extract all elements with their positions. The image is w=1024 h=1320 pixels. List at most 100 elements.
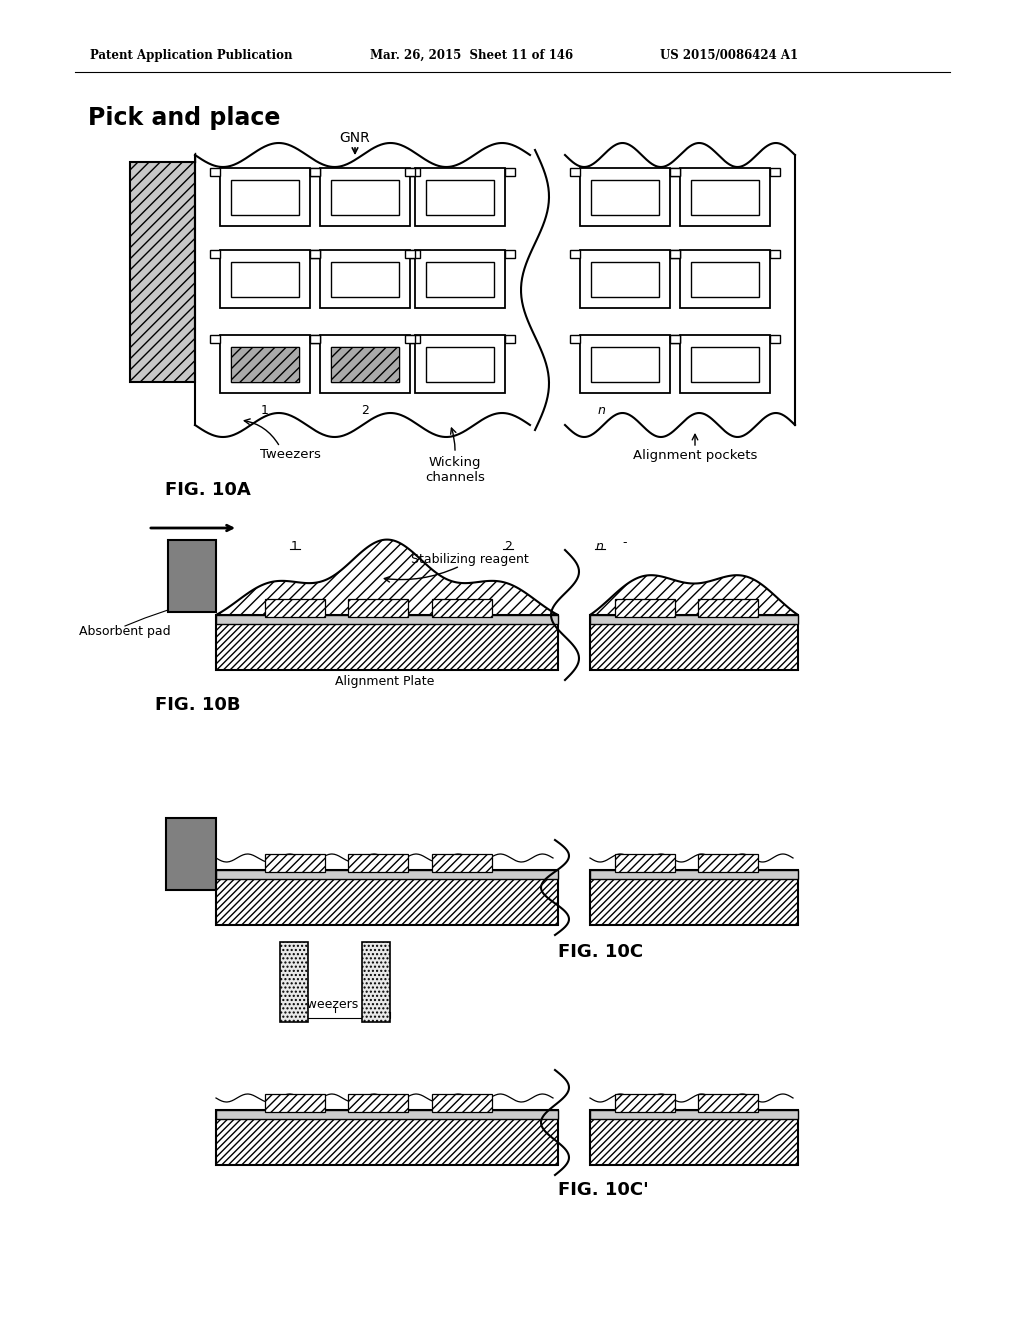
Bar <box>615 599 675 616</box>
Bar <box>670 168 680 176</box>
Text: GNR: GNR <box>340 131 371 145</box>
Bar <box>406 168 415 176</box>
Text: Wicking
channels: Wicking channels <box>425 455 485 484</box>
Bar <box>166 818 216 890</box>
Bar <box>580 249 670 308</box>
Bar <box>348 854 408 873</box>
Bar <box>231 261 299 297</box>
Bar <box>590 870 798 879</box>
Text: 1: 1 <box>261 404 269 417</box>
Text: FIG. 10A: FIG. 10A <box>165 480 251 499</box>
Text: Tweezers: Tweezers <box>259 449 321 462</box>
Bar <box>570 168 580 176</box>
Text: Alignment Plate: Alignment Plate <box>335 676 434 689</box>
Bar <box>670 168 680 176</box>
Bar <box>591 346 659 381</box>
Bar <box>216 1110 558 1166</box>
Text: FIG. 10C: FIG. 10C <box>558 942 643 961</box>
Bar <box>310 168 319 176</box>
Text: Absorbent pad: Absorbent pad <box>79 626 171 639</box>
Bar <box>415 249 505 308</box>
Bar <box>216 870 558 879</box>
Bar <box>310 335 319 343</box>
Bar <box>220 335 310 393</box>
Bar <box>432 854 492 873</box>
Bar <box>410 335 420 343</box>
Bar <box>216 1110 558 1119</box>
Bar <box>580 168 670 226</box>
Bar <box>130 162 195 381</box>
Bar <box>691 180 759 214</box>
Bar <box>280 942 308 1022</box>
Text: Mar. 26, 2015  Sheet 11 of 146: Mar. 26, 2015 Sheet 11 of 146 <box>370 49 573 62</box>
Bar <box>670 249 680 257</box>
Text: -: - <box>623 536 628 549</box>
Bar <box>426 346 494 381</box>
Text: FIG. 10B: FIG. 10B <box>155 696 241 714</box>
Bar <box>231 180 299 214</box>
Bar <box>615 854 675 873</box>
Bar <box>590 870 798 925</box>
Bar <box>580 335 670 393</box>
Bar <box>698 854 758 873</box>
Bar <box>319 168 410 226</box>
Bar <box>210 335 220 343</box>
Bar <box>348 1094 408 1111</box>
Bar <box>319 249 410 308</box>
Bar <box>426 261 494 297</box>
Bar <box>415 168 505 226</box>
Polygon shape <box>216 540 558 615</box>
Bar <box>362 942 390 1022</box>
Bar <box>231 346 299 381</box>
Bar <box>680 249 770 308</box>
Polygon shape <box>590 576 798 615</box>
Bar <box>231 346 299 381</box>
Bar <box>505 168 515 176</box>
Text: US 2015/0086424 A1: US 2015/0086424 A1 <box>660 49 798 62</box>
Bar <box>680 168 770 226</box>
Bar <box>216 615 558 671</box>
Bar <box>310 249 319 257</box>
Bar <box>670 335 680 343</box>
Text: 2: 2 <box>504 540 512 553</box>
Bar <box>670 335 680 343</box>
Text: 2: 2 <box>361 404 369 417</box>
Bar <box>615 1094 675 1111</box>
Bar <box>406 249 415 257</box>
Bar <box>570 249 580 257</box>
Bar <box>220 249 310 308</box>
Bar <box>590 615 798 671</box>
Bar <box>680 335 770 393</box>
Text: Patent Application Publication: Patent Application Publication <box>90 49 293 62</box>
Bar <box>210 249 220 257</box>
Bar <box>591 180 659 214</box>
Bar <box>590 1110 798 1119</box>
Bar <box>331 180 399 214</box>
Bar <box>770 249 780 257</box>
Bar <box>505 335 515 343</box>
Bar <box>310 335 319 343</box>
Text: n: n <box>598 404 606 417</box>
Bar <box>220 168 310 226</box>
Bar <box>410 249 420 257</box>
Text: Pick and place: Pick and place <box>88 106 281 129</box>
Bar <box>168 540 216 612</box>
Bar <box>426 180 494 214</box>
Bar <box>319 335 410 393</box>
Bar <box>432 599 492 616</box>
Bar <box>432 1094 492 1111</box>
Bar <box>406 335 415 343</box>
Bar <box>331 261 399 297</box>
Text: 1: 1 <box>291 540 299 553</box>
Bar <box>265 599 325 616</box>
Bar <box>310 249 319 257</box>
Bar <box>570 335 580 343</box>
Bar <box>348 599 408 616</box>
Bar <box>331 346 399 381</box>
Bar <box>415 335 505 393</box>
Bar <box>691 346 759 381</box>
Bar <box>590 1110 798 1166</box>
Bar <box>698 1094 758 1111</box>
Bar <box>698 599 758 616</box>
Bar <box>770 335 780 343</box>
